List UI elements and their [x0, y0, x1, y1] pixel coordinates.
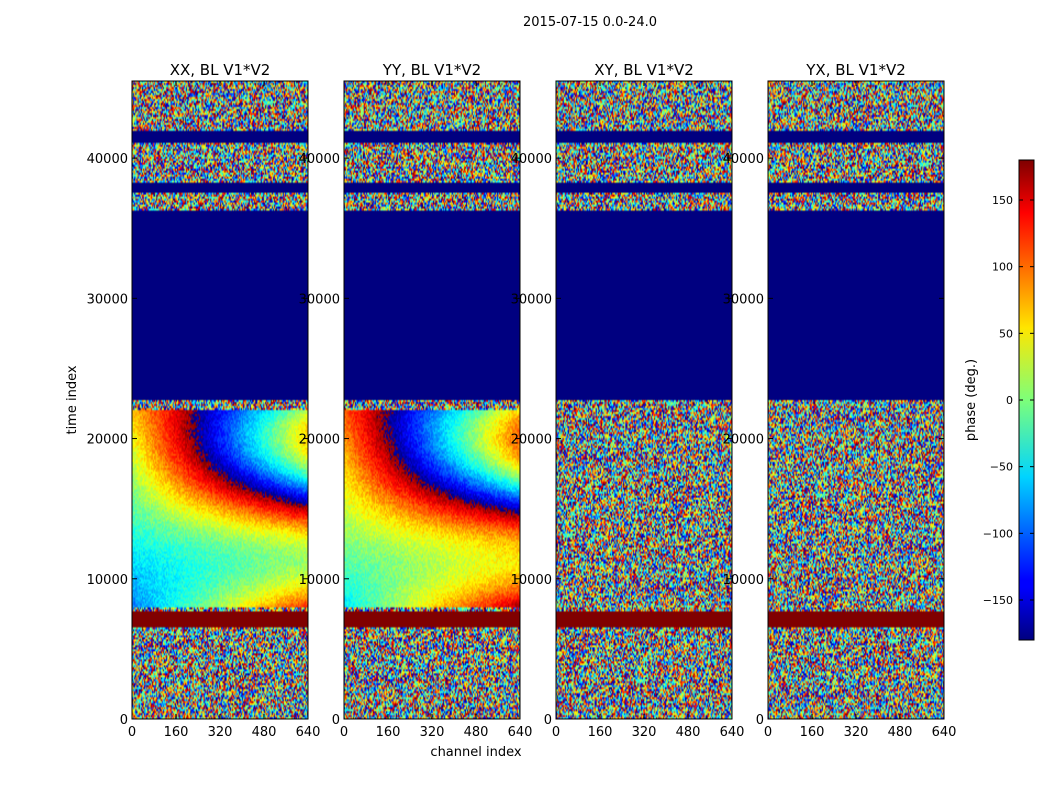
panel-yx: YX, BL V1*V2 0 160 320 480 640 0 10000 20000 3000… [723, 61, 957, 740]
x-tick-label: 160 [588, 725, 613, 740]
x-tick-label: 320 [632, 725, 657, 740]
x-tick-label: 640 [932, 725, 957, 740]
y-tick-label: 30000 [299, 292, 340, 307]
colorbar: 150 100 50 0 −50 −100 −150 phase (deg.) [964, 159, 1035, 641]
y-tick-label: 20000 [299, 433, 340, 448]
colorbar-tick-label: 0 [1006, 394, 1013, 407]
y-tick-label: 10000 [299, 573, 340, 588]
y-tick-label: 0 [120, 713, 128, 728]
heatmap-image [344, 81, 520, 719]
x-tick-label: 160 [800, 725, 825, 740]
heatmap-image [768, 81, 944, 719]
x-axis-label: channel index [430, 745, 521, 760]
colorbar-tick-label: −50 [990, 461, 1013, 474]
x-tick-label: 0 [552, 725, 560, 740]
colorbar-tick-label: 50 [999, 327, 1013, 340]
x-tick-label: 0 [764, 725, 772, 740]
panel-title: XY, BL V1*V2 [594, 61, 694, 79]
colorbar-ticks: 150 100 50 0 −50 −100 −150 [983, 194, 1034, 607]
y-tick-label: 20000 [87, 433, 128, 448]
x-tick-label: 0 [128, 725, 136, 740]
panel-title: YX, BL V1*V2 [805, 61, 906, 79]
x-tick-label: 640 [296, 725, 321, 740]
y-tick-label: 40000 [299, 152, 340, 167]
panel-xx: XX, BL V1*V2 0 160 320 480 640 0 10000 20000 3000… [87, 61, 321, 740]
y-tick-label: 10000 [87, 573, 128, 588]
heatmap-image [132, 81, 308, 719]
panels: XX, BL V1*V2 0 160 320 480 640 0 10000 20000 3000… [87, 61, 957, 740]
y-tick-label: 30000 [723, 292, 764, 307]
y-tick-label: 40000 [723, 152, 764, 167]
y-tick-label: 10000 [511, 573, 552, 588]
y-tick-label: 20000 [723, 433, 764, 448]
y-tick-label: 0 [544, 713, 552, 728]
y-axis-label: time index [65, 365, 80, 434]
panel-yy: YY, BL V1*V2 0 160 320 480 640 0 10000 20000 3000… [299, 61, 533, 740]
x-tick-label: 320 [208, 725, 233, 740]
y-tick-label: 30000 [511, 292, 552, 307]
y-tick-label: 20000 [511, 433, 552, 448]
x-tick-label: 480 [464, 725, 489, 740]
y-tick-label: 0 [756, 713, 764, 728]
panel-title: YY, BL V1*V2 [382, 61, 481, 79]
colorbar-tick-label: 100 [992, 261, 1013, 274]
panel-xy: XY, BL V1*V2 0 160 320 480 640 0 10000 20000 3000… [511, 61, 745, 740]
y-tick-label: 0 [332, 713, 340, 728]
heatmap-image [556, 81, 732, 719]
colorbar-label: phase (deg.) [964, 359, 979, 441]
x-tick-label: 640 [720, 725, 745, 740]
y-tick-label: 40000 [511, 152, 552, 167]
x-tick-label: 480 [888, 725, 913, 740]
colorbar-tick-label: −100 [983, 527, 1013, 540]
x-tick-label: 480 [676, 725, 701, 740]
y-tick-label: 30000 [87, 292, 128, 307]
y-tick-label: 10000 [723, 573, 764, 588]
colorbar-tick-label: 150 [992, 194, 1013, 207]
x-tick-label: 320 [420, 725, 445, 740]
y-tick-label: 40000 [87, 152, 128, 167]
x-tick-label: 320 [844, 725, 869, 740]
suptitle: 2015-07-15 0.0-24.0 [523, 15, 657, 30]
x-tick-label: 160 [164, 725, 189, 740]
x-tick-label: 480 [252, 725, 277, 740]
x-tick-label: 0 [340, 725, 348, 740]
x-tick-label: 640 [508, 725, 533, 740]
panel-title: XX, BL V1*V2 [170, 61, 271, 79]
x-tick-label: 160 [376, 725, 401, 740]
colorbar-tick-label: −150 [983, 594, 1013, 607]
